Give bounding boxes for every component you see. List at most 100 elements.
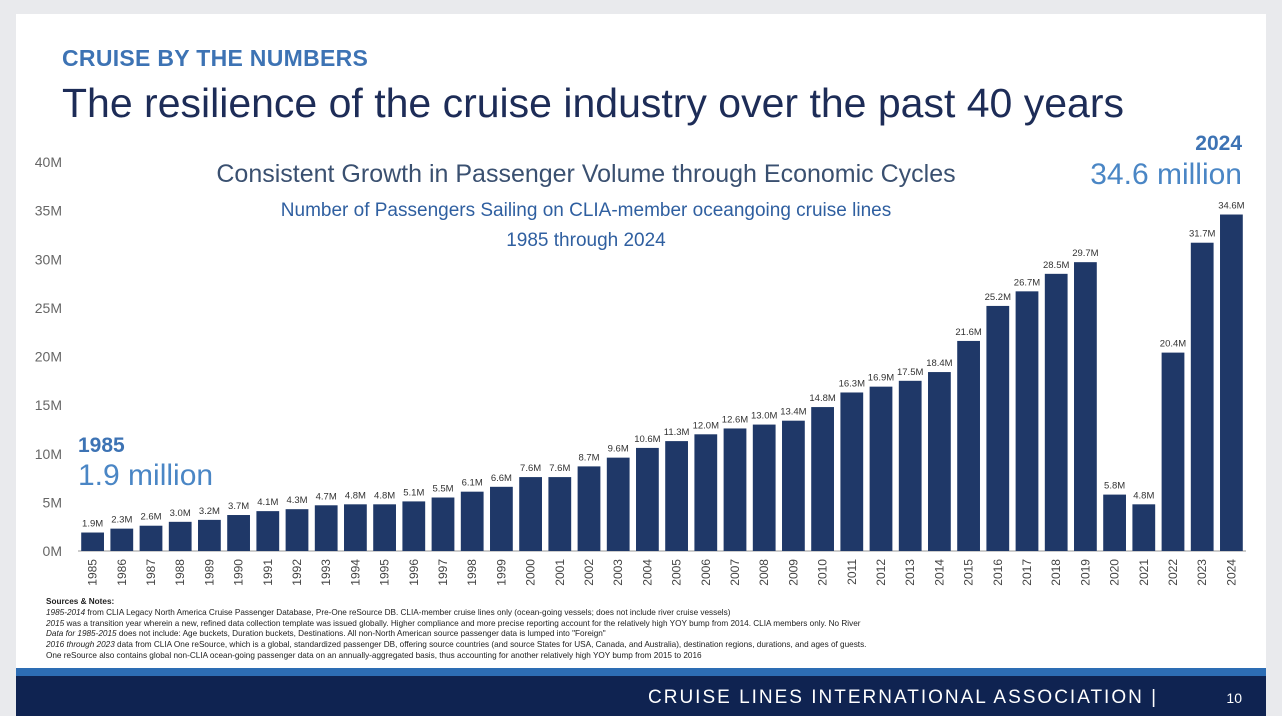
bar [314, 505, 338, 551]
y-tick-label: 40M [35, 154, 62, 170]
data-label: 3.2M [199, 506, 220, 517]
x-tick-label: 1988 [173, 559, 187, 586]
bar [986, 305, 1010, 551]
bar [752, 424, 776, 551]
data-label: 13.0M [751, 411, 777, 422]
bar [811, 407, 834, 551]
data-label: 4.1M [257, 497, 278, 508]
y-tick-label: 20M [35, 349, 62, 365]
data-label: 3.0M [170, 508, 191, 519]
note-line: Data for 1985-2015 does not include: Age… [46, 629, 606, 639]
note-line: 2016 through 2023 data from CLIA One reS… [46, 640, 867, 650]
data-label: 25.2M [985, 292, 1011, 303]
bar [782, 420, 805, 551]
x-tick-label: 2024 [1224, 559, 1238, 586]
data-label: 16.9M [868, 373, 894, 384]
x-tick-label: 1997 [436, 559, 450, 586]
data-label: 7.6M [520, 463, 541, 474]
x-tick-label: 1996 [407, 559, 421, 586]
y-tick-label: 35M [35, 203, 62, 219]
footer-stripe [16, 668, 1266, 676]
data-label: 10.6M [634, 434, 660, 445]
x-tick-label: 2012 [874, 559, 888, 586]
data-label: 13.4M [780, 407, 806, 418]
x-tick-label: 1990 [232, 559, 246, 586]
x-tick-label: 1995 [378, 559, 392, 586]
x-tick-label: 1993 [319, 559, 333, 586]
y-tick-label: 30M [35, 251, 62, 267]
x-tick-label: 1989 [202, 559, 216, 586]
bar [460, 491, 484, 551]
bar [694, 434, 718, 551]
bar [869, 386, 893, 551]
bar [198, 519, 221, 551]
bar [1074, 262, 1097, 551]
x-tick-label: 1986 [115, 559, 129, 586]
data-label: 6.1M [462, 478, 483, 489]
y-tick-label: 10M [35, 446, 62, 462]
data-label: 3.7M [228, 501, 249, 512]
bar [1161, 352, 1185, 551]
x-tick-label: 2022 [1166, 559, 1180, 586]
data-label: 34.6M [1218, 201, 1244, 212]
data-label: 31.7M [1189, 229, 1215, 240]
bar [285, 509, 309, 551]
data-label: 11.3M [664, 427, 690, 438]
data-label: 12.6M [722, 414, 748, 425]
bar [636, 447, 659, 551]
bar [227, 515, 250, 551]
x-tick-label: 2000 [524, 559, 538, 586]
bar [606, 457, 630, 551]
bar [373, 504, 396, 551]
bar [957, 340, 980, 551]
slide: CRUISE BY THE NUMBERS The resilience of … [16, 14, 1266, 716]
bar [81, 532, 104, 551]
x-tick-label: 2013 [903, 559, 917, 586]
data-label: 8.7M [578, 452, 599, 463]
data-label: 5.1M [403, 487, 424, 498]
y-tick-label: 25M [35, 300, 62, 316]
data-label: 18.4M [926, 358, 952, 369]
x-tick-label: 2002 [582, 559, 596, 586]
y-tick-label: 0M [43, 543, 62, 559]
data-label: 4.8M [1133, 490, 1154, 501]
x-tick-label: 1994 [348, 559, 362, 586]
x-tick-label: 2023 [1195, 559, 1209, 586]
end-year-callout: 2024 [1195, 132, 1242, 155]
bar [1015, 291, 1039, 551]
data-label: 14.8M [809, 393, 835, 404]
y-tick-label: 5M [43, 494, 62, 510]
bar [577, 466, 601, 551]
data-label: 28.5M [1043, 260, 1069, 271]
x-tick-label: 2011 [845, 559, 859, 585]
data-label: 4.3M [286, 495, 307, 506]
x-tick-label: 2003 [611, 559, 625, 586]
bar [840, 392, 864, 551]
bar [519, 477, 542, 551]
bar [110, 528, 134, 551]
data-label: 29.7M [1072, 248, 1098, 259]
start-value-callout: 1.9 million [78, 459, 214, 492]
x-tick-label: 1987 [144, 559, 158, 586]
data-label: 26.7M [1014, 277, 1040, 288]
x-tick-label: 2014 [932, 559, 946, 586]
bar [168, 521, 192, 551]
data-label: 2.6M [140, 512, 161, 523]
x-tick-label: 2009 [786, 559, 800, 586]
sources-notes: Sources & Notes: 1985-2014 from CLIA Leg… [46, 597, 1196, 662]
x-tick-label: 2019 [1078, 559, 1092, 586]
data-label: 17.5M [897, 367, 923, 378]
bar [1044, 273, 1068, 551]
x-tick-label: 2005 [670, 559, 684, 586]
y-tick-label: 15M [35, 397, 62, 413]
bar [665, 441, 688, 551]
data-label: 6.6M [491, 473, 512, 484]
x-tick-label: 1991 [261, 559, 275, 586]
bar-chart: 0M 5M 10M 15M 20M 25M 30M 35M 40M 1.9M 1985 2.3M 198… [35, 154, 1246, 586]
x-tick-label: 2008 [757, 559, 771, 586]
bar [344, 504, 367, 551]
x-tick-label: 2015 [962, 559, 976, 586]
note-line: 1985-2014 from CLIA Legacy North America… [46, 607, 731, 617]
chart-range-label: 1985 through 2024 [506, 230, 666, 251]
bar [928, 372, 951, 551]
